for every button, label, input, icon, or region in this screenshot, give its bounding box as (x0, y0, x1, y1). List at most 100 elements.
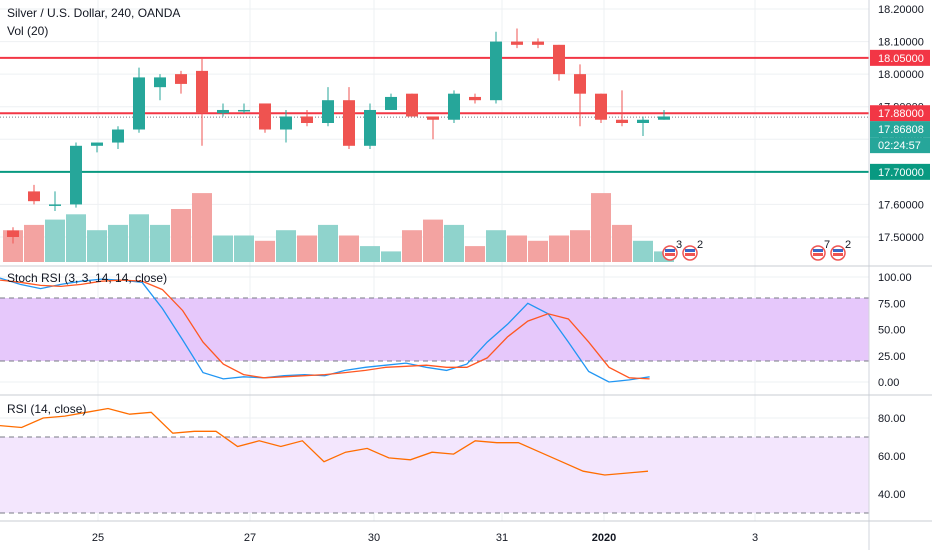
candle-body (637, 119, 649, 123)
rsi-tick-label: 40.00 (878, 489, 906, 501)
volume-bar (3, 230, 23, 262)
candle-body (7, 230, 19, 237)
volume-bar (276, 230, 296, 262)
chart-title: Silver / U.S. Dollar, 240, OANDA (7, 6, 180, 20)
rsi-tick-label: 60.00 (878, 451, 906, 463)
candle-body (301, 116, 313, 123)
volume-bar (570, 230, 590, 262)
price-tag-current: 17.86808 (878, 124, 924, 136)
candle-body (28, 191, 40, 202)
event-flag-group-1[interactable]: 3 2 (662, 239, 703, 261)
candle-body (574, 74, 586, 94)
candle-body (259, 103, 271, 130)
volume-bar (234, 235, 254, 262)
price-tag-countdown: 02:24:57 (878, 140, 921, 152)
volume-bar (402, 230, 422, 262)
candle-body (385, 96, 397, 110)
time-tick-label: 25 (92, 532, 104, 544)
volume-bar (45, 219, 65, 262)
volume-bar (255, 240, 275, 262)
volume-bar (129, 214, 149, 262)
volume-bar (150, 224, 170, 262)
volume-bar (444, 224, 464, 262)
rsi-title: RSI (14, close) (7, 402, 86, 416)
volume-bar (381, 251, 401, 262)
candle-body (91, 142, 103, 146)
volume-bar (612, 224, 632, 262)
candle-body (490, 41, 502, 101)
candle-body (469, 96, 481, 101)
candle-body (364, 109, 376, 146)
candle-body (280, 116, 292, 130)
price-tag-low: 17.70000 (878, 167, 924, 179)
stoch-tick-label: 75.00 (878, 298, 906, 310)
price-tag-high: 18.05000 (878, 53, 924, 65)
candle-body (658, 116, 670, 120)
price-tick-label: 18.10000 (878, 37, 924, 49)
volume-layer (3, 193, 674, 262)
price-tick-label: 17.50000 (878, 232, 924, 244)
candle-body (154, 77, 166, 88)
price-axis[interactable]: 18.2000018.1000018.0000017.9000017.80000… (870, 4, 930, 501)
rsi-line (0, 407, 649, 476)
price-tag-low-bg (870, 163, 930, 180)
price-tag-high-bg (870, 49, 930, 66)
price-tick-label: 17.60000 (878, 199, 924, 211)
volume-bar (507, 235, 527, 262)
time-tick-label: 30 (368, 532, 380, 544)
time-tick-label: 3 (752, 532, 758, 544)
flag-count: 2 (697, 239, 703, 251)
rsi-band (0, 437, 869, 513)
flag-count: 2 (845, 239, 851, 251)
time-tick-label: 2020 (592, 532, 616, 544)
volume-bar (591, 193, 611, 262)
volume-bar (486, 230, 506, 262)
candle-body (175, 74, 187, 84)
volume-bar (24, 224, 44, 262)
stoch-k-line (0, 277, 650, 383)
stoch-tick-label: 0.00 (878, 377, 899, 389)
flag-count: 3 (676, 239, 682, 251)
rsi-tick-label: 80.00 (878, 413, 906, 425)
candle-body (448, 93, 460, 120)
candle-body (406, 93, 418, 117)
candle-body (427, 116, 439, 120)
time-axis[interactable]: 25 27 30 31 2020 3 (92, 532, 758, 544)
volume-bar (549, 235, 569, 262)
stoch-rsi-title: Stoch RSI (3, 3, 14, 14, close) (7, 271, 167, 285)
stoch-tick-label: 100.00 (878, 272, 912, 284)
horizontal-lines[interactable] (0, 56, 869, 173)
volume-bar (360, 246, 380, 262)
candle-body (511, 41, 523, 45)
price-tag-current-bg (870, 121, 930, 138)
candle-body (196, 70, 208, 114)
stoch-tick-label: 50.00 (878, 325, 906, 337)
candle-body (532, 41, 544, 45)
candle-body (595, 93, 607, 120)
price-tick-label: 18.00000 (878, 69, 924, 81)
volume-bar (423, 219, 443, 262)
candle-body (217, 109, 229, 114)
volume-title: Vol (20) (7, 24, 48, 38)
candle-body (70, 145, 82, 205)
volume-bar (171, 209, 191, 262)
time-tick-label: 31 (496, 532, 508, 544)
candle-body (616, 119, 628, 123)
volume-bar (87, 230, 107, 262)
flag-count: 7 (824, 239, 830, 251)
volume-bar (633, 240, 653, 262)
candle-body (49, 204, 61, 206)
volume-bar (528, 240, 548, 262)
event-flags[interactable]: 3 2 7 2 (662, 239, 851, 261)
candle-body (112, 129, 124, 143)
event-flag-group-2[interactable]: 7 2 (810, 239, 851, 261)
candle-body (133, 77, 145, 130)
time-tick-label: 27 (244, 532, 256, 544)
indicator-layer (0, 277, 650, 476)
volume-bar (297, 235, 317, 262)
candles-layer (7, 28, 670, 244)
price-tag-mid: 17.88000 (878, 108, 924, 120)
